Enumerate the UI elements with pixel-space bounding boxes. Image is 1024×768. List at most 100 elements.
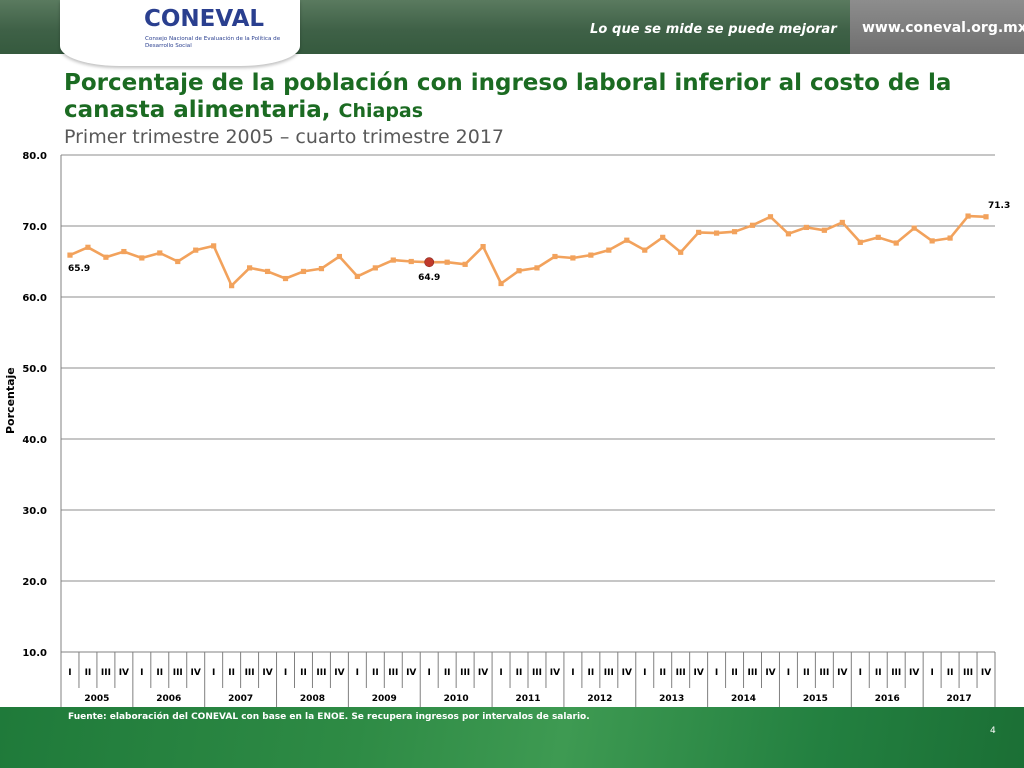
quarter-label: III [819, 668, 829, 678]
tagline: Lo que se mide se puede mejorar [590, 22, 837, 37]
y-tick-40.0: 40.0 [22, 435, 47, 446]
y-tick-60.0: 60.0 [22, 293, 47, 304]
data-point [767, 214, 774, 220]
data-point [390, 257, 396, 263]
year-label-2015: 2015 [803, 694, 828, 704]
quarter-label: II [85, 668, 92, 678]
quarter-label: IV [909, 668, 919, 678]
data-labels: 65.9 64.9 71.3 [68, 201, 1010, 283]
data-point [211, 243, 217, 249]
quarter-label: I [428, 668, 431, 678]
data-point [983, 214, 989, 220]
quarter-label: II [516, 668, 523, 678]
data-point [354, 273, 360, 280]
logo-subtitle: Consejo Nacional de Evaluación de la Pol… [145, 36, 281, 49]
slide-title: Porcentaje de la población con ingreso l… [64, 70, 1004, 125]
quarter-label: I [930, 668, 933, 678]
data-point [480, 243, 486, 250]
quarter-label: II [947, 668, 954, 678]
data-point [965, 213, 971, 219]
data-point [372, 265, 378, 271]
data-point [660, 234, 666, 240]
data-point [282, 275, 289, 282]
quarter-label: IV [550, 668, 560, 678]
year-label-2009: 2009 [372, 694, 397, 704]
data-point [606, 247, 612, 253]
quarter-label: I [356, 668, 359, 678]
data-point [175, 258, 181, 265]
data-point [731, 229, 738, 235]
quarter-label: II [803, 668, 810, 678]
quarter-label: IV [981, 668, 991, 678]
data-point [67, 252, 73, 258]
year-label-2012: 2012 [587, 694, 612, 704]
quarter-label: IV [119, 668, 129, 678]
data-point [875, 234, 881, 240]
quarter-label: II [875, 668, 882, 678]
y-tick-50.0: 50.0 [22, 364, 47, 375]
quarter-label: IV [262, 668, 272, 678]
year-label-2008: 2008 [300, 694, 325, 704]
quarter-label: II [300, 668, 307, 678]
data-point [803, 224, 810, 231]
highlight-point [424, 257, 435, 268]
data-point [857, 239, 863, 245]
data-point [534, 265, 540, 271]
data-point [264, 268, 271, 275]
quarter-label: II [444, 668, 451, 678]
data-point [713, 230, 720, 236]
quarter-label: III [101, 668, 111, 678]
quarter-label: I [859, 668, 862, 678]
data-point [785, 231, 792, 237]
y-tick-30.0: 30.0 [22, 506, 47, 517]
quarter-label: I [499, 668, 502, 678]
data-point [696, 229, 702, 235]
series-points [67, 213, 989, 289]
data-point [552, 253, 558, 260]
page-number: 4 [990, 726, 996, 736]
data-point [103, 254, 109, 260]
year-label-2010: 2010 [444, 694, 469, 704]
y-tick-10.0: 10.0 [22, 648, 47, 659]
y-axis-tick-labels: 10.0 20.0 30.0 40.0 50.0 60.0 70.0 80.0 [22, 151, 47, 659]
quarter-label: IV [837, 668, 847, 678]
data-label-last: 71.3 [988, 201, 1010, 211]
data-point [229, 283, 235, 289]
x-axis-categories: I II III IV I II III IV I II III IV I II III IV I II III IV… [60, 652, 996, 707]
quarter-label: I [212, 668, 215, 678]
quarter-label: III [604, 668, 614, 678]
quarter-label: III [316, 668, 326, 678]
data-point [121, 248, 127, 255]
data-point [570, 255, 576, 261]
quarter-label: I [715, 668, 718, 678]
quarter-label: III [963, 668, 973, 678]
quarter-label: III [676, 668, 686, 678]
y-tick-20.0: 20.0 [22, 577, 47, 588]
data-point [498, 280, 504, 287]
source-note: Fuente: elaboración del CONEVAL con base… [68, 712, 590, 722]
data-point [444, 259, 450, 265]
website-link[interactable]: www.coneval.org.mx [862, 20, 1024, 36]
title-main: Porcentaje de la población con ingreso l… [64, 70, 952, 123]
data-point [408, 258, 414, 265]
line-chart: 10.020.030.040.050.060.070.080.0 I II III I… [22, 151, 1010, 707]
y-tick-80.0: 80.0 [22, 151, 47, 162]
data-point [336, 253, 343, 260]
quarter-label: II [731, 668, 738, 678]
quarter-label: I [140, 668, 143, 678]
slide-subtitle: Primer trimestre 2005 – cuarto trimestre… [64, 126, 505, 148]
data-point [139, 255, 145, 261]
quarter-label: IV [693, 668, 703, 678]
data-label-highlight: 64.9 [418, 273, 440, 283]
data-point [588, 252, 594, 258]
data-point [947, 235, 953, 241]
quarter-label: IV [622, 668, 632, 678]
year-label-2013: 2013 [659, 694, 684, 704]
data-point [318, 266, 325, 272]
year-label-2007: 2007 [228, 694, 253, 704]
year-label-2005: 2005 [84, 694, 109, 704]
quarter-label: I [571, 668, 574, 678]
data-point [749, 222, 756, 228]
year-label-2014: 2014 [731, 694, 756, 704]
quarter-label: IV [406, 668, 416, 678]
